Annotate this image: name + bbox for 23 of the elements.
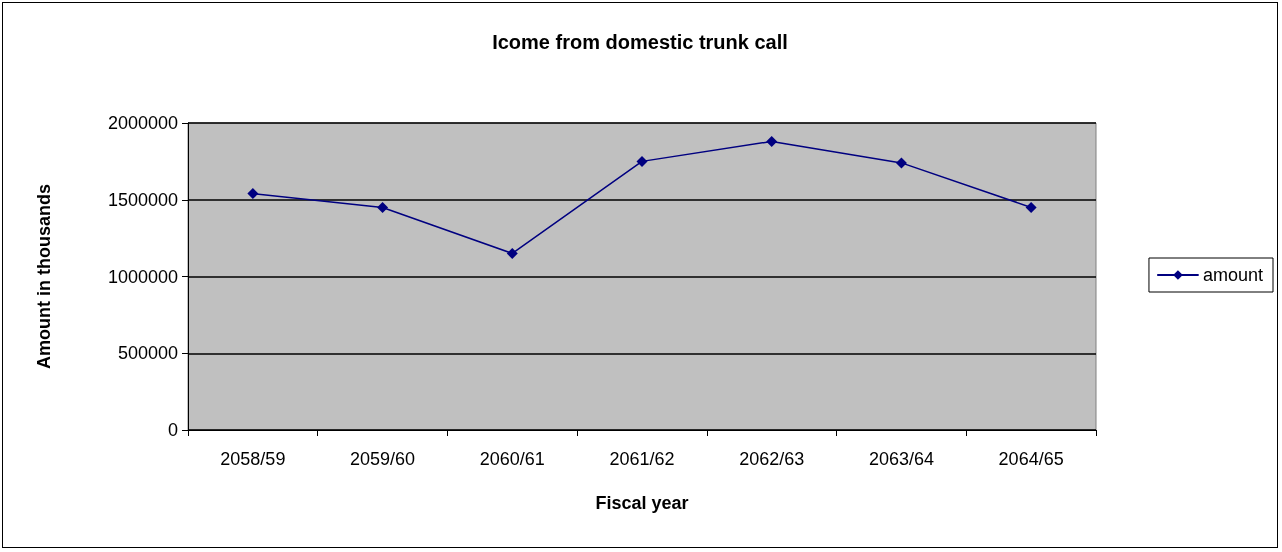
x-tick-label: 2063/64 <box>868 449 934 469</box>
y-tick-label: 0 <box>167 420 178 440</box>
point <box>636 155 648 167</box>
x-tick-label: 2061/62 <box>609 449 675 469</box>
y-tick-label: 1500000 <box>107 189 178 210</box>
y-tick-label: 1000000 <box>107 266 178 287</box>
point <box>506 247 518 259</box>
point <box>1025 201 1037 213</box>
point <box>377 201 389 213</box>
point <box>766 135 778 147</box>
x-tick-label: 2064/65 <box>998 449 1064 469</box>
y-tick-label: 2000000 <box>107 113 178 133</box>
y-tick-label: 500000 <box>117 343 178 364</box>
point <box>247 188 259 200</box>
x-axis-title: Fiscal year <box>595 493 689 513</box>
y-axis-title: Amount in thousands <box>34 184 54 369</box>
x-tick-label: 2059/60 <box>350 449 416 469</box>
x-tick-label: 2062/63 <box>739 449 805 469</box>
legend-label: amount <box>1202 265 1264 285</box>
point <box>895 157 907 169</box>
x-tick-label: 2058/59 <box>220 449 286 469</box>
x-tick-label: 2060/61 <box>479 449 545 469</box>
chart-title: Icome from domestic trunk call <box>492 31 788 53</box>
